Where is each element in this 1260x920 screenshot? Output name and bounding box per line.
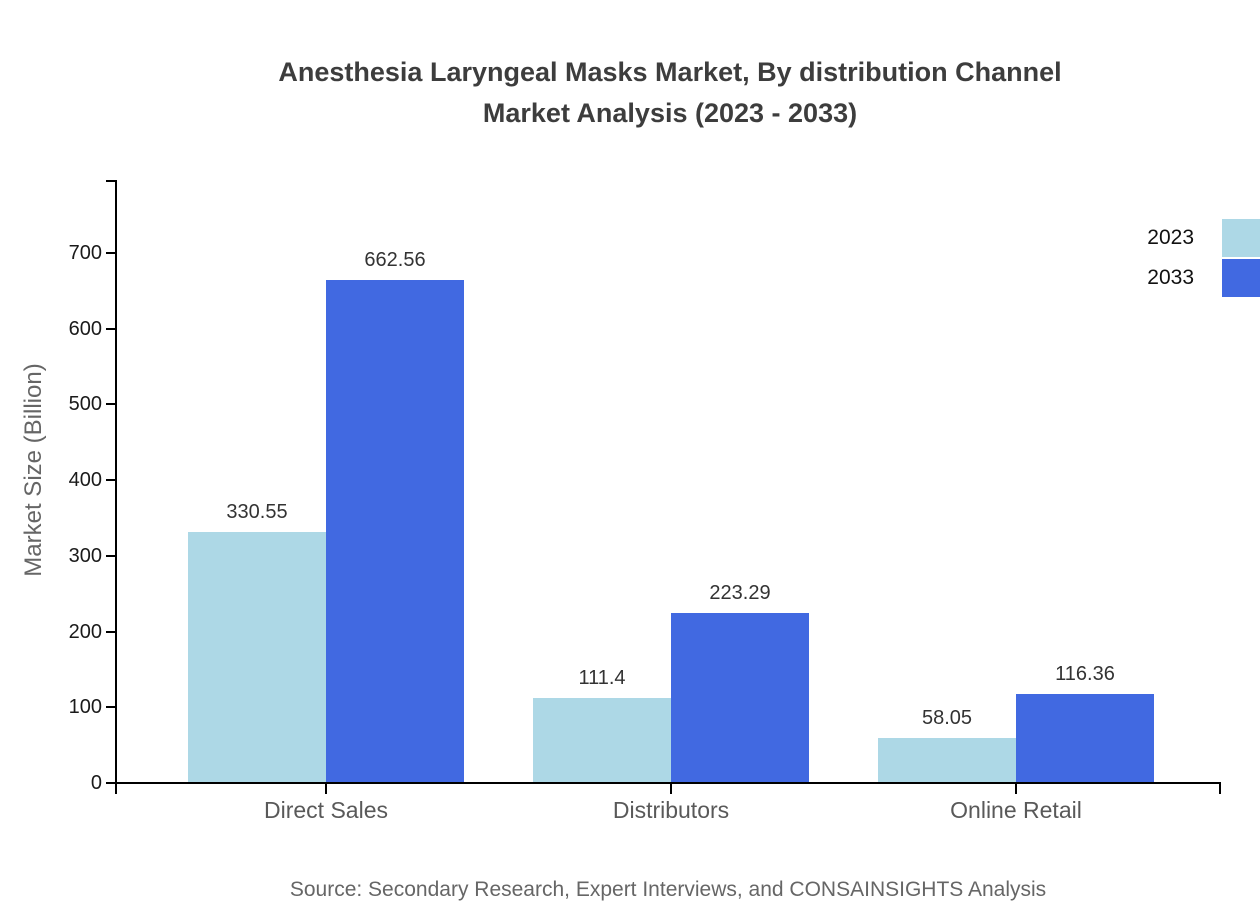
bar-value-label: 330.55 xyxy=(226,501,288,523)
y-axis-line xyxy=(115,180,117,784)
bar-value-label: 116.36 xyxy=(1055,663,1115,685)
bar-2033-direct-sales xyxy=(326,280,464,782)
legend-swatch-2033 xyxy=(1222,259,1260,297)
y-tick-mark xyxy=(106,631,115,633)
y-axis-title: Market Size (Billion) xyxy=(20,363,47,577)
y-tick-label: 0 xyxy=(90,772,102,794)
y-tick-mark xyxy=(106,403,115,405)
bar-value-label: 58.05 xyxy=(921,707,973,729)
y-tick-mark xyxy=(106,782,115,784)
chart-title: Anesthesia Laryngeal Masks Market, By di… xyxy=(80,52,1260,134)
bar-2023-direct-sales xyxy=(188,532,326,782)
x-category-label: Direct Sales xyxy=(264,797,388,823)
bar-2033-online-retail xyxy=(1016,694,1154,782)
bar-2023-distributors xyxy=(533,698,671,782)
y-tick-mark xyxy=(106,479,115,481)
y-tick-label: 300 xyxy=(68,545,102,567)
legend-label: 2023 xyxy=(1147,226,1194,249)
y-tick-mark xyxy=(106,328,115,330)
y-tick-mark xyxy=(106,252,115,254)
bar-value-label: 662.56 xyxy=(364,249,426,271)
y-tick-label: 200 xyxy=(68,621,102,643)
y-tick-label: 100 xyxy=(68,696,102,718)
x-axis-line xyxy=(115,782,1221,784)
x-tick-mark xyxy=(670,782,672,794)
legend-item-2023: 2023 xyxy=(1147,219,1260,257)
y-tick-label: 500 xyxy=(68,393,102,415)
legend: 2023 2033 xyxy=(1147,219,1260,297)
legend-label: 2033 xyxy=(1147,266,1194,289)
x-tick-mark xyxy=(325,782,327,794)
bar-2033-distributors xyxy=(671,613,809,782)
x-category-label: Online Retail xyxy=(950,797,1082,823)
x-category-label: Distributors xyxy=(612,797,730,823)
x-axis-right-tick xyxy=(1219,782,1221,794)
y-tick-label: 600 xyxy=(68,318,102,340)
x-tick-mark xyxy=(1015,782,1017,794)
chart-title-line-2: Market Analysis (2023 - 2033) xyxy=(482,98,858,128)
y-tick-mark xyxy=(106,706,115,708)
source-note: Source: Secondary Research, Expert Inter… xyxy=(289,878,1047,901)
x-axis-left-tick xyxy=(115,782,117,794)
y-tick-label: 400 xyxy=(68,469,102,491)
y-tick-label: 700 xyxy=(68,242,102,264)
bar-value-label: 111.4 xyxy=(578,667,626,689)
bar-2023-online-retail xyxy=(878,738,1016,782)
chart-title-line-1: Anesthesia Laryngeal Masks Market, By di… xyxy=(278,57,1062,87)
legend-item-2033: 2033 xyxy=(1147,259,1260,297)
y-axis-end-tick xyxy=(106,180,115,182)
y-tick-mark xyxy=(106,555,115,557)
legend-swatch-2023 xyxy=(1222,219,1260,257)
bar-value-label: 223.29 xyxy=(709,582,771,604)
